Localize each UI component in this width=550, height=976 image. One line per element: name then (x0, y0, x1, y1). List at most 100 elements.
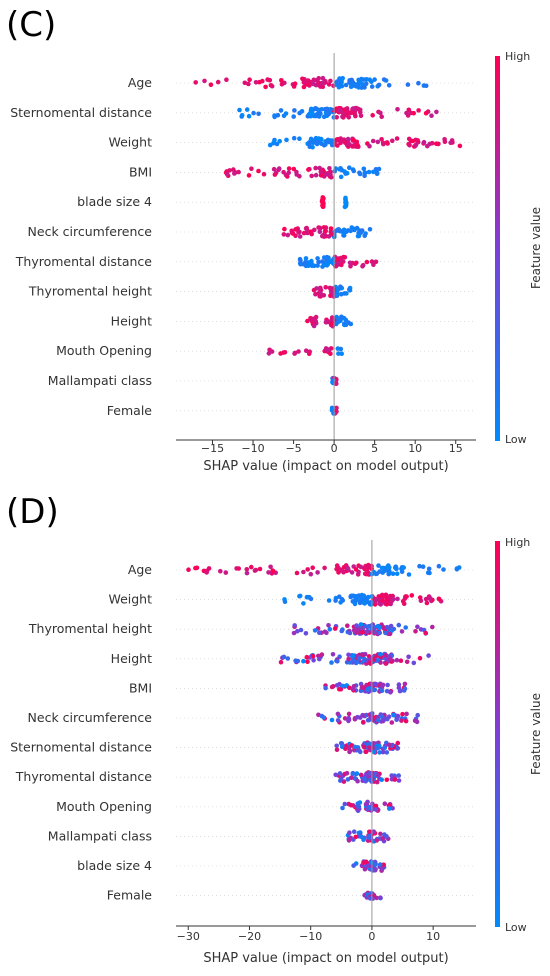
shap-point (370, 629, 375, 635)
shap-point (334, 747, 340, 752)
shap-point (261, 171, 267, 177)
shap-point (323, 110, 329, 116)
shap-point (303, 348, 309, 354)
shap-point (334, 743, 340, 749)
shap-point (285, 656, 291, 661)
panel-label: (C) (6, 5, 56, 45)
shap-point (442, 139, 448, 145)
feature-label: Mallampati class (48, 828, 152, 843)
colorbar-title: Feature value (529, 693, 543, 775)
shap-point (357, 170, 362, 176)
shap-point (299, 109, 305, 114)
shap-point (328, 259, 334, 264)
shap-point (231, 167, 236, 172)
shap-point (193, 80, 198, 85)
feature-label: Thyromental distance (15, 254, 153, 269)
shap-point (346, 115, 352, 120)
shap-point (395, 107, 400, 112)
shap-point (370, 138, 376, 144)
shap-point (426, 566, 432, 572)
shap-point (363, 624, 368, 629)
shap-point (337, 771, 343, 776)
shap-point (266, 351, 272, 356)
shap-point (350, 106, 356, 111)
panel-d: (D) Age Weight Thyromental height Height BMI… (6, 492, 543, 966)
shap-point (321, 114, 327, 120)
shap-point (348, 80, 353, 86)
shap-point (417, 563, 422, 569)
feature-label: Weight (108, 592, 152, 607)
shap-point (386, 83, 392, 88)
shap-point (411, 660, 417, 666)
shap-point (339, 78, 344, 84)
shap-point (313, 165, 318, 171)
shap-point (374, 779, 380, 785)
shap-point (293, 658, 298, 663)
shap-point (364, 259, 370, 265)
shap-point (338, 174, 344, 180)
feature-labels: Age Weight Thyromental height Height BMI Neck… (10, 562, 152, 903)
shap-point (417, 655, 423, 661)
shap-point (367, 770, 373, 776)
shap-point (399, 629, 405, 634)
colorbar-gradient (495, 56, 500, 441)
shap-point (374, 170, 380, 176)
shap-point (381, 77, 387, 82)
shap-point (320, 233, 325, 238)
shap-point (305, 659, 310, 665)
shap-point (343, 82, 349, 88)
shap-point (358, 230, 364, 236)
shap-point (364, 629, 370, 634)
shap-point (257, 566, 263, 572)
shap-point (244, 567, 250, 572)
shap-point (312, 628, 318, 633)
shap-point (315, 263, 320, 268)
shap-point (367, 660, 373, 665)
shap-point (392, 777, 398, 782)
feature-label: Thyromental distance (15, 769, 153, 784)
shap-point (329, 717, 335, 723)
shap-point (321, 293, 327, 298)
shap-point (278, 351, 283, 356)
shap-point (384, 777, 390, 783)
shap-point (351, 138, 357, 143)
feature-label: Sternomental distance (10, 740, 152, 755)
x-tick-label: −15 (201, 442, 224, 455)
shap-point (386, 742, 392, 748)
shap-point (371, 169, 376, 175)
shap-point (341, 111, 346, 116)
shap-point (311, 323, 317, 329)
shap-point (417, 595, 423, 600)
shap-point (375, 597, 381, 602)
shap-point (316, 76, 322, 81)
shap-point (372, 77, 377, 82)
feature-label: Mouth Opening (56, 343, 152, 358)
x-tick-label: 0 (331, 442, 338, 455)
shap-point (381, 141, 386, 147)
shap-point (373, 681, 378, 687)
shap-point (298, 627, 304, 633)
shap-point (327, 627, 333, 632)
shap-point (310, 565, 316, 570)
shap-point (326, 598, 332, 603)
shap-point (303, 259, 308, 265)
shap-point (333, 598, 338, 603)
shap-point (330, 652, 336, 657)
shap-point (325, 347, 331, 352)
shap-point (391, 596, 396, 602)
shap-point (327, 166, 332, 171)
shap-point (237, 107, 242, 113)
shap-point (316, 107, 321, 113)
shap-point (362, 866, 368, 872)
shap-point (338, 255, 344, 261)
shap-point (331, 411, 336, 416)
shap-point (380, 683, 385, 689)
shap-point (404, 711, 409, 717)
x-tick-label: −20 (238, 930, 261, 943)
shap-point (244, 570, 250, 576)
shap-point (424, 600, 430, 606)
shap-point (286, 166, 292, 171)
shap-point (366, 169, 372, 175)
shap-point (268, 83, 274, 88)
shap-point (349, 110, 354, 115)
